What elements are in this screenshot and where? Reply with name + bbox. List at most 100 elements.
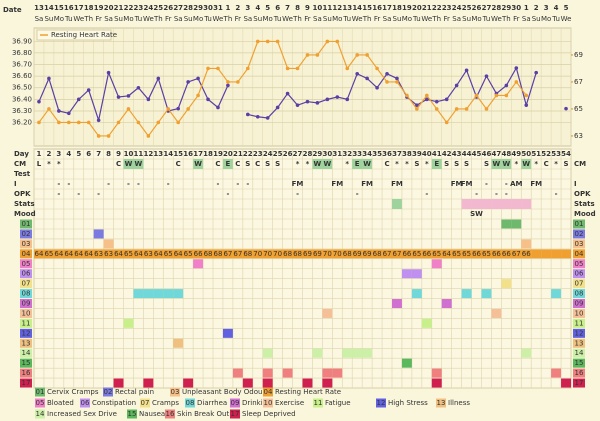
code-box	[20, 348, 32, 358]
symptom-cell	[431, 368, 442, 378]
hr-cell-value: 64	[154, 250, 163, 258]
hr-cell	[481, 249, 492, 259]
day-number: 6	[86, 150, 91, 158]
hr-cell	[173, 249, 184, 259]
point	[425, 97, 429, 102]
hr-cell	[113, 249, 124, 259]
point	[365, 53, 369, 57]
day-number: 48	[501, 150, 511, 158]
day-number: 42	[442, 150, 452, 158]
legend-name: Constipation	[92, 399, 136, 407]
date: 20	[104, 4, 114, 12]
hr-cell	[222, 249, 233, 259]
hr-cell	[322, 249, 333, 259]
point	[444, 97, 449, 102]
cell-highlight	[322, 159, 333, 169]
hr-cell-value: 63	[144, 250, 153, 258]
point	[395, 76, 399, 81]
symptom-cell	[461, 289, 472, 299]
hr-cell	[471, 249, 482, 259]
legend-code-box	[436, 398, 446, 408]
date: 8	[295, 4, 300, 12]
symptom-cell	[431, 378, 442, 388]
cell-highlight	[362, 159, 373, 169]
point	[196, 76, 200, 81]
hr-cell	[232, 249, 243, 259]
hr-cell	[312, 249, 323, 259]
symptom-cell	[103, 239, 114, 249]
code-box	[573, 368, 585, 378]
symptom-cell	[143, 378, 154, 388]
point	[534, 70, 538, 75]
hr-cell	[43, 249, 54, 259]
hr-cell	[342, 249, 353, 259]
weekday: We	[352, 15, 363, 23]
cell-text: S	[444, 160, 449, 168]
weekday: Th	[501, 15, 511, 23]
point	[355, 53, 359, 57]
date: 24	[452, 4, 462, 12]
point	[106, 134, 111, 138]
legend-name: Drinking	[242, 399, 272, 407]
legend-code-box	[35, 409, 45, 419]
point	[335, 95, 340, 99]
hr-cell-value: 70	[273, 250, 282, 258]
cell-text: *	[345, 160, 349, 168]
cell-highlight	[193, 159, 204, 169]
cell-highlight	[431, 159, 442, 169]
point	[315, 53, 320, 57]
date: 5	[265, 4, 270, 12]
hr-cell-value: 65	[124, 250, 133, 258]
cell-text: -	[127, 180, 130, 188]
hr-cell-value: 69	[363, 250, 372, 258]
date: 1	[225, 4, 230, 12]
code-box	[20, 289, 32, 299]
code-box	[20, 328, 32, 338]
cell-text: -	[57, 190, 60, 198]
cell-highlight	[501, 159, 512, 169]
cell-text: -	[485, 180, 488, 188]
legend-name: Skin Break Out	[177, 410, 229, 418]
code-box	[20, 308, 32, 318]
point	[564, 106, 568, 111]
hr-cell	[362, 249, 373, 259]
weekday: Sa	[243, 15, 252, 23]
legend-code-box	[185, 398, 195, 408]
point	[484, 74, 489, 78]
hr-cell-value: 68	[293, 250, 302, 258]
hr-cell	[411, 249, 422, 259]
symptom-code-right: 13	[575, 339, 584, 347]
stats-cell	[521, 199, 532, 209]
symptom-code-right: 03	[575, 240, 584, 248]
point	[236, 80, 240, 84]
code-box	[573, 259, 585, 269]
hr-cell-value: 67	[223, 250, 232, 258]
point	[126, 94, 131, 98]
hr-cell	[213, 249, 223, 259]
date: 23	[134, 4, 144, 12]
cell-text: -	[57, 180, 60, 188]
symptom-cell	[193, 259, 204, 269]
weekday: Mo	[471, 15, 481, 23]
date: 2	[235, 4, 240, 12]
hr-cell-value: 64	[442, 250, 451, 258]
hr-cell-value: 65	[44, 250, 53, 258]
weekday: We	[561, 15, 572, 23]
legend-name: Diarrhea	[197, 399, 227, 407]
code-box	[573, 219, 585, 229]
day-number: 15	[173, 150, 183, 158]
weekday: Th	[431, 15, 441, 23]
point	[126, 107, 131, 111]
day-number: 5	[76, 150, 81, 158]
weekday: Su	[253, 15, 262, 23]
symptom-cell	[392, 299, 402, 309]
cell-highlight	[123, 159, 134, 169]
legend-code: 02	[104, 388, 113, 396]
hr-cell-value: 64	[35, 250, 44, 258]
symptom-cell	[411, 289, 422, 299]
date: 14	[352, 4, 362, 12]
legend-code: 09	[231, 399, 240, 407]
legend-name: Rectal pain	[115, 388, 154, 396]
cell-text: W	[135, 160, 143, 168]
cell-text: *	[534, 160, 538, 168]
